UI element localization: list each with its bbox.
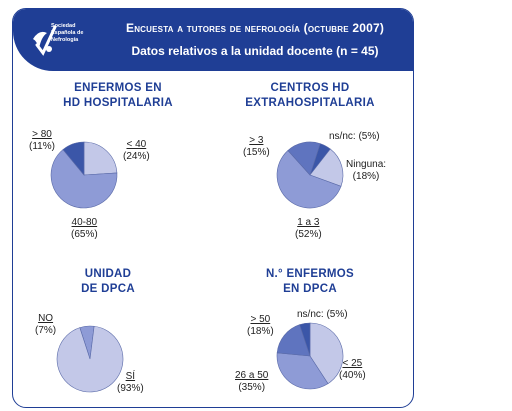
society-name: Sociedad Española de Nefrología bbox=[51, 23, 84, 43]
slice-label-no: NO (7%) bbox=[35, 313, 56, 337]
slice-label-ninguna: Ninguna: (18%) bbox=[346, 159, 386, 183]
chart-1-title: ENFERMOS EN HD HOSPITALARIA bbox=[63, 82, 173, 109]
pie-1-slice-3 bbox=[287, 141, 321, 176]
slice-label-no-value: (7%) bbox=[35, 325, 57, 336]
slice-label-lt40: < 40 (24%) bbox=[123, 139, 150, 163]
slice-label-40-80-value: (65%) bbox=[71, 229, 98, 240]
slice-label-26a50: 26 a 50 (35%) bbox=[235, 370, 268, 394]
slice-label-gt50-name: > 50 bbox=[250, 314, 271, 325]
slice-label-gt50-value: (18%) bbox=[247, 326, 274, 337]
slice-label-1a3-value: (52%) bbox=[295, 229, 322, 240]
society-logo-icon bbox=[33, 25, 57, 56]
slice-label-gt80: > 80 (11%) bbox=[29, 129, 55, 153]
slice-label-40-80-name: 40-80 bbox=[71, 217, 98, 228]
pie-0-slice-0 bbox=[83, 141, 118, 176]
slice-label-gt3-name: > 3 bbox=[249, 135, 264, 146]
slice-label-26a50-value: (35%) bbox=[238, 382, 266, 393]
chart-3-title: UNIDAD DE DPCA bbox=[81, 268, 135, 295]
slice-label-nsnc-1-name: ns/nc: bbox=[329, 131, 356, 142]
survey-title: Encuesta a tutores de nefrología (octubr… bbox=[125, 21, 385, 35]
slice-label-no-name: NO bbox=[38, 313, 54, 324]
pie-3-slice-1 bbox=[276, 352, 329, 390]
chart-2-title: CENTROS HD EXTRAHOSPITALARIA bbox=[245, 82, 375, 109]
slice-label-1a3-name: 1 a 3 bbox=[297, 217, 320, 228]
slice-label-gt3-value: (15%) bbox=[243, 147, 270, 158]
slice-label-40-80: 40-80 (65%) bbox=[71, 217, 98, 241]
slice-label-26a50-name: 26 a 50 bbox=[235, 370, 269, 381]
slice-label-nsnc-1-value: (5%) bbox=[358, 131, 380, 142]
survey-card: Sociedad Española de Nefrología Encuesta… bbox=[12, 8, 414, 408]
slice-label-gt80-name: > 80 bbox=[32, 129, 52, 140]
pie-2-slice-1 bbox=[56, 325, 124, 393]
slice-label-nsnc-2: ns/nc: (5%) bbox=[297, 309, 348, 321]
pie-chart-enfermos-dpca bbox=[276, 322, 344, 390]
pie-1-slice-1 bbox=[309, 148, 344, 187]
chart-4-title: N.° ENFERMOS EN DPCA bbox=[265, 268, 355, 295]
slice-label-lt25-name: < 25 bbox=[342, 358, 363, 369]
slice-label-ninguna-value: (18%) bbox=[352, 171, 380, 182]
slice-label-lt40-name: < 40 bbox=[126, 139, 147, 150]
slice-label-ninguna-name: Ninguna: bbox=[346, 159, 387, 170]
slice-label-nsnc-2-value: (5%) bbox=[326, 309, 348, 320]
slice-label-1a3: 1 a 3 (52%) bbox=[295, 217, 322, 241]
slice-label-nsnc-1: ns/nc: (5%) bbox=[329, 131, 380, 143]
pie-chart-centros-hd bbox=[276, 141, 344, 209]
slice-label-lt25: < 25 (40%) bbox=[339, 358, 366, 382]
slice-label-gt80-value: (11%) bbox=[29, 141, 55, 152]
slice-label-lt25-value: (40%) bbox=[339, 370, 366, 381]
survey-subtitle: Datos relativos a la unidad docente (n =… bbox=[131, 44, 379, 58]
slice-label-gt50: > 50 (18%) bbox=[247, 314, 274, 338]
slice-label-si-value: (93%) bbox=[117, 383, 144, 394]
pie-chart-hd-hospitalaria bbox=[50, 141, 118, 209]
header-banner: Sociedad Española de Nefrología Encuesta… bbox=[13, 9, 413, 71]
pie-0-slice-2 bbox=[62, 141, 85, 176]
slice-label-gt3: > 3 (15%) bbox=[243, 135, 270, 159]
slice-label-si-name: SÍ bbox=[125, 371, 136, 382]
pie-1-slice-2 bbox=[276, 150, 342, 209]
pie-0-slice-1 bbox=[50, 149, 118, 209]
pie-chart-unidad-dpca bbox=[56, 325, 124, 393]
slice-label-lt40-value: (24%) bbox=[123, 151, 150, 162]
slice-label-si: SÍ (93%) bbox=[117, 371, 144, 395]
slice-label-nsnc-2-name: ns/nc: bbox=[297, 309, 324, 320]
pie-3-slice-3 bbox=[299, 322, 311, 357]
